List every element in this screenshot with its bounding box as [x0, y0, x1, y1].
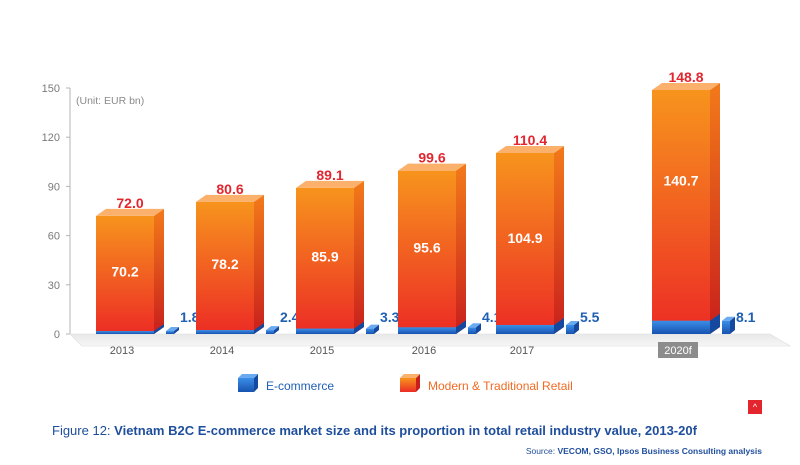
y-tick-label: 60: [48, 231, 60, 243]
ecommerce-bar-top-2016: [468, 323, 481, 328]
ecommerce-bar-2020f: [722, 320, 730, 334]
retail-bar-2020f: [652, 89, 710, 334]
category-label-2016: 2016: [412, 345, 436, 357]
ecommerce-bar-2015: [366, 328, 374, 334]
ecommerce-segment-side-2020f: [710, 313, 720, 334]
ecommerce-bar-side-2013: [174, 327, 179, 334]
retail-chart: 0 30 60 90 120 150 (Unit: EUR bn) 72.0 70.2 1.8 2…: [42, 69, 792, 393]
ecommerce-bar-top-2017: [566, 320, 579, 325]
legend: E-commerce Modern & Traditional Retail: [238, 374, 573, 393]
ecommerce-segment-2016: [398, 327, 456, 334]
category-label-2020f: 2020f: [664, 345, 692, 357]
source-text: VECOM, GSO, Ipsos Business Consulting an…: [557, 446, 762, 456]
retail-bar-side-2014: [254, 194, 264, 334]
ecommerce-bar-2017: [566, 324, 574, 334]
ecommerce-bar-side-2020f: [730, 316, 735, 334]
retail-bar-side-2016: [456, 163, 466, 334]
ecommerce-bar-side-2017: [574, 320, 579, 334]
category-label-2013: 2013: [110, 345, 134, 357]
ecommerce-segment-2015: [296, 328, 354, 334]
caption-prefix: Figure 12:: [52, 423, 115, 438]
ecommerce-value-label-2013: 1.8: [180, 309, 200, 325]
category-highlight: [658, 342, 698, 358]
retail-bar-top-2017: [496, 145, 564, 153]
ecommerce-value-label-2020f: 8.1: [736, 309, 756, 325]
total-label-2013: 72.0: [116, 195, 143, 211]
retail-bar-top-2015: [296, 180, 364, 188]
ecommerce-segment-side-2017: [554, 317, 564, 334]
ecommerce-bar-top-2020f: [722, 316, 735, 321]
retail-value-label-2016: 95.6: [413, 239, 440, 255]
ecommerce-value-label-2014: 2.4: [280, 309, 300, 325]
ecommerce-segment-side-2016: [456, 320, 466, 334]
retail-value-label-2020f: 140.7: [663, 172, 698, 188]
legend-label-retail: Modern & Traditional Retail: [428, 379, 573, 393]
retail-bar-top-2016: [398, 163, 466, 171]
retail-bar-2013: [96, 215, 154, 334]
retail-bar-side-2020f: [710, 82, 720, 334]
scroll-top-icon[interactable]: ^: [748, 400, 762, 414]
legend-swatch-side-ecommerce: [254, 374, 258, 392]
caption-title: Vietnam B2C E-commerce market size and i…: [114, 423, 697, 438]
retail-value-label-2017: 104.9: [507, 230, 542, 246]
retail-bar-top-2020f: [652, 82, 720, 90]
ecommerce-value-label-2017: 5.5: [580, 309, 600, 325]
y-axis: 0 30 60 90 120 150 (Unit: EUR bn): [42, 83, 145, 341]
y-tick-label: 120: [42, 132, 60, 144]
ecommerce-bar-top-2013: [166, 327, 179, 332]
retail-bar-top-2014: [196, 194, 264, 202]
total-label-2020f: 148.8: [668, 69, 703, 85]
retail-bar-2016: [398, 170, 456, 334]
bars: 72.0 70.2 1.8 2013 80.6 78.2 2.4 2014 89.1 85.9 3.…: [96, 69, 756, 358]
legend-label-ecommerce: E-commerce: [266, 379, 334, 393]
ecommerce-bar-side-2016: [476, 323, 481, 334]
total-label-2017: 110.4: [513, 132, 547, 148]
retail-bar-2017: [496, 152, 554, 334]
total-label-2015: 89.1: [316, 167, 343, 183]
ecommerce-segment-2017: [496, 324, 554, 334]
retail-bar-side-2013: [154, 208, 164, 334]
retail-value-label-2015: 85.9: [311, 249, 338, 265]
source-note: Source: VECOM, GSO, Ipsos Business Consu…: [526, 446, 762, 456]
y-tick-label: 0: [54, 329, 60, 341]
ecommerce-bar-2013: [166, 331, 174, 334]
ecommerce-bar-top-2015: [366, 324, 379, 329]
y-tick-label: 90: [48, 181, 60, 193]
ecommerce-segment-2020f: [652, 320, 710, 334]
category-label-2014: 2014: [210, 345, 234, 357]
ecommerce-bar-2016: [468, 327, 476, 334]
y-tick-label: 30: [48, 280, 60, 292]
ecommerce-segment-2014: [196, 330, 254, 334]
unit-label: (Unit: EUR bn): [76, 95, 144, 107]
y-tick-label: 150: [42, 83, 60, 95]
total-label-2016: 99.6: [418, 150, 445, 166]
ecommerce-segment-side-2013: [154, 324, 164, 334]
total-label-2014: 80.6: [216, 181, 243, 197]
retail-bar-side-2017: [554, 145, 564, 334]
ecommerce-segment-side-2015: [354, 321, 364, 334]
legend-swatch-retail: [400, 378, 416, 392]
retail-value-label-2013: 70.2: [111, 263, 138, 279]
retail-bar-2014: [196, 201, 254, 334]
legend-swatch-ecommerce: [238, 378, 254, 392]
figure-caption: Figure 12: Vietnam B2C E-commerce market…: [52, 423, 697, 438]
source-prefix: Source:: [525, 446, 558, 456]
retail-bar-top-2013: [96, 208, 164, 216]
retail-bar-side-2015: [354, 180, 364, 334]
category-label-2017: 2017: [510, 345, 534, 357]
ecommerce-bar-side-2014: [274, 326, 279, 334]
ecommerce-segment-2013: [96, 331, 154, 334]
ecommerce-bar-side-2015: [374, 324, 379, 334]
retail-value-label-2014: 78.2: [211, 256, 238, 272]
legend-swatch-top-ecommerce: [238, 374, 258, 378]
category-label-2015: 2015: [310, 345, 334, 357]
legend-swatch-top-retail: [400, 374, 420, 378]
ecommerce-bar-2014: [266, 330, 274, 334]
ecommerce-segment-side-2014: [254, 323, 264, 334]
ecommerce-value-label-2015: 3.3: [380, 309, 400, 325]
legend-swatch-side-retail: [416, 374, 420, 392]
retail-bar-2015: [296, 187, 354, 334]
ecommerce-bar-top-2014: [266, 326, 279, 331]
